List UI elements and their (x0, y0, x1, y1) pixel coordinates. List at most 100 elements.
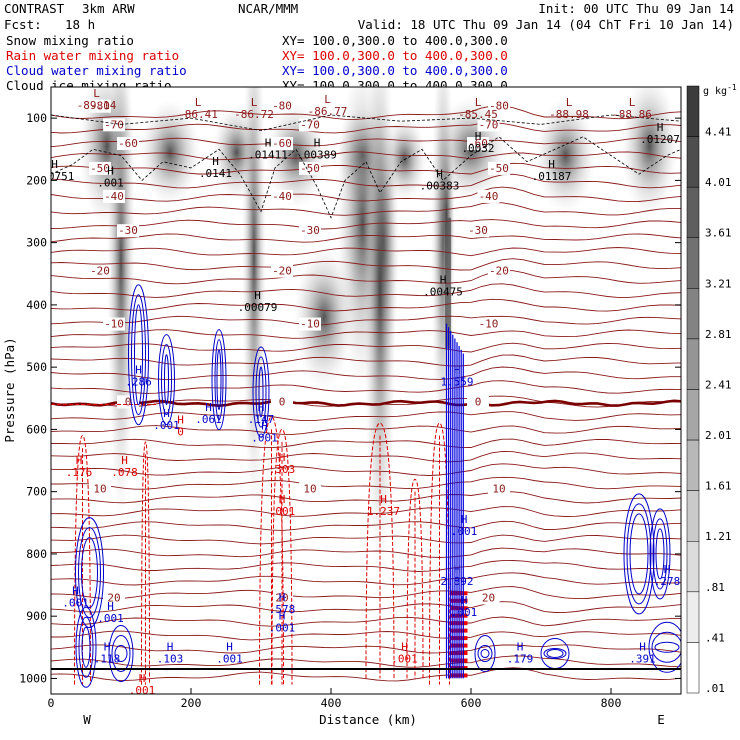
isotherm-label: -50 (489, 162, 509, 175)
colorbar-swatch (686, 389, 700, 441)
legend-label: Cloud water mixing ratio (6, 63, 187, 78)
isotherm-label-bg (299, 224, 321, 238)
isotherm-label: -30 (300, 224, 320, 237)
rain-max-value: .176 (66, 466, 93, 479)
isotherm-label: -80 (90, 100, 110, 113)
cloud-max-marker: H (104, 641, 111, 654)
isotherm-label: -10 (104, 318, 124, 331)
snow-shading (79, 87, 678, 581)
isotherm-label: 0 (279, 395, 286, 408)
cloud-water-contour (654, 641, 680, 653)
cloud-max-marker: H (226, 641, 233, 654)
rain-max-value: .001 (129, 684, 156, 697)
cloud-water-contour (543, 648, 567, 660)
cloud-water-contour (252, 346, 270, 438)
cloud-water-contour (648, 621, 681, 673)
isotherm-label-bg (89, 264, 111, 278)
cloud-max-value: .001 (251, 432, 278, 445)
isotherm-label-bg (467, 224, 489, 238)
isotherm-line (51, 463, 681, 476)
rain-max-marker: H (139, 672, 146, 685)
cloud-water-contour (78, 527, 101, 619)
rain-contour (74, 435, 91, 685)
isotherm-label-bg (299, 317, 321, 331)
cloud-max-marker: H (279, 591, 286, 604)
rain-max-marker: H (121, 454, 128, 467)
isotherm-line (51, 438, 681, 449)
rain-max-value: .303 (269, 463, 296, 476)
isotherm-label-bg (271, 99, 293, 113)
low-value: -89.14 (77, 99, 117, 112)
isotherm-line (51, 151, 681, 161)
isotherm-label-bg (477, 118, 500, 132)
cloud-max-marker: H (461, 594, 468, 607)
isotherm-line (51, 572, 681, 586)
rain-max-value: .078 (111, 466, 138, 479)
cloud-water-contour (164, 354, 169, 406)
rain-contour (271, 428, 293, 685)
isotherm-line (51, 476, 681, 490)
isotherm-line (51, 219, 681, 230)
snow-max-marker: H (440, 273, 447, 286)
isotherm-line (51, 411, 681, 422)
cloud-water-contour (108, 625, 134, 683)
cloud-max-marker: H (454, 364, 461, 377)
isotherm-label-bg (467, 395, 489, 409)
contour-labels: H.00751 H.001H.0141H.01411H.00389H.00079H… (51, 87, 680, 697)
model-resolution: 3km ARW (82, 1, 135, 16)
isotherm-label: -20 (489, 265, 509, 278)
cloud-water-contour (546, 649, 564, 659)
isotherm-line (51, 247, 681, 257)
low-marker: L (195, 96, 202, 109)
cloud-water-contour (258, 366, 264, 418)
colorbar-swatch (686, 642, 700, 694)
isotherm-line (51, 667, 681, 682)
cloud-water-contour (255, 356, 267, 428)
rain-max-marker: H (279, 451, 286, 464)
isotherm-label-bg (299, 482, 321, 496)
isotherm-line (51, 298, 681, 312)
west-label: W (83, 712, 91, 727)
cloud-max-marker: H (279, 610, 286, 623)
snow-max-value: .00383 (420, 179, 460, 192)
isotherm-line (51, 380, 681, 394)
cloud-max-marker: H (167, 641, 174, 654)
init-time: Init: 00 UTC Thu 09 Jan 14 (538, 1, 734, 16)
cloud-max-value: .286 (125, 376, 152, 389)
snow-max-value: .00475 (423, 285, 463, 298)
x-tick-label: 600 (461, 696, 482, 710)
colorbar-swatch (686, 288, 700, 340)
y-tick-label: 200 (26, 173, 47, 187)
east-label: E (657, 712, 665, 727)
rain-max-value: 1.237 (367, 505, 400, 518)
isotherm-label-bg (103, 189, 125, 203)
snow-max-marker: H (51, 158, 58, 171)
low-marker: L (251, 96, 258, 109)
cloud-ice-contour (51, 136, 681, 219)
legend-xy: XY= 100.0,300.0 to 400.0,300.0 (282, 63, 508, 78)
isotherm-label-bg (477, 317, 500, 331)
cloud-water-contour (477, 645, 493, 663)
cloud-water-contour (114, 645, 128, 663)
y-tick-label: 500 (26, 360, 47, 374)
isotherm-label: 0 (475, 395, 482, 408)
colorbar-swatch (686, 541, 700, 593)
isotherm-label: -20 (90, 265, 110, 278)
isotherm-line (51, 329, 681, 339)
cloud-max-marker: H (454, 563, 461, 576)
rain-max-value: .001 (391, 653, 418, 666)
cloud-max-value: .179 (507, 653, 534, 666)
isotherm-line (51, 173, 681, 189)
colorbar-tick-label: .81 (705, 581, 725, 594)
cloud-water-contour (211, 329, 227, 431)
colorbar-tick-label: 4.01 (705, 176, 732, 189)
isotherm-label: 20 (482, 592, 495, 605)
fcst-label: Fcst: (4, 17, 42, 32)
isotherm-line (51, 105, 681, 120)
isotherm-line (51, 450, 681, 463)
isotherm-label-bg (477, 189, 500, 203)
snow-max-value: .001 (97, 176, 124, 189)
cloud-ice-contour (51, 114, 681, 132)
isotherm-line (51, 560, 681, 572)
cloud-max-marker: H (261, 420, 268, 433)
